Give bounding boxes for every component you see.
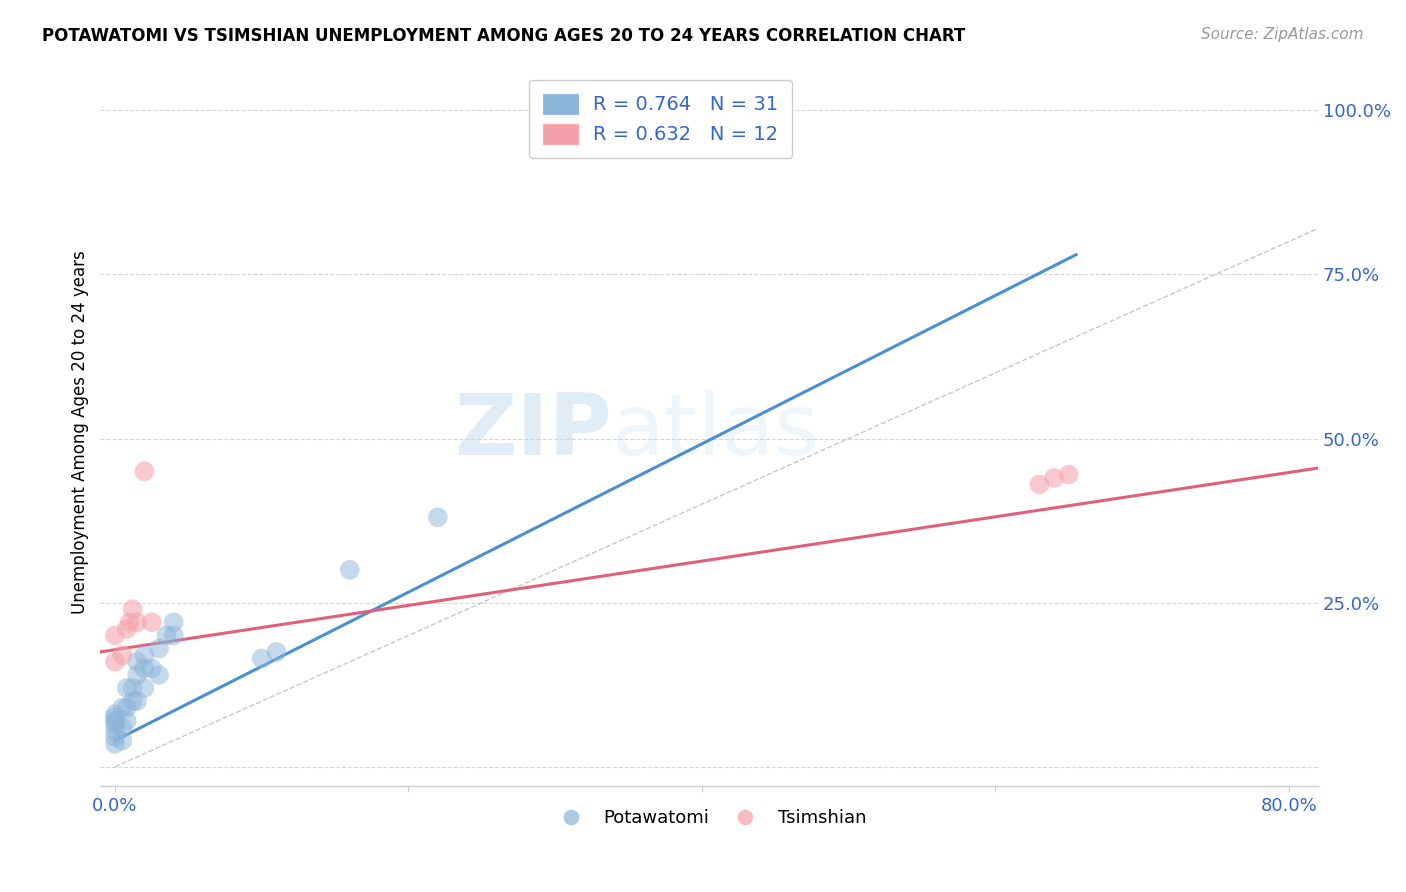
Point bbox=[155, 628, 177, 642]
Point bbox=[111, 720, 134, 734]
Point bbox=[266, 645, 288, 659]
Text: atlas: atlas bbox=[612, 391, 820, 474]
Point bbox=[121, 694, 143, 708]
Point bbox=[339, 563, 361, 577]
Point bbox=[111, 648, 134, 663]
Point bbox=[104, 723, 127, 738]
Point bbox=[125, 615, 148, 630]
Point bbox=[141, 661, 163, 675]
Point bbox=[111, 700, 134, 714]
Y-axis label: Unemployment Among Ages 20 to 24 years: Unemployment Among Ages 20 to 24 years bbox=[72, 250, 89, 614]
Text: ZIP: ZIP bbox=[454, 391, 612, 474]
Point bbox=[104, 628, 127, 642]
Point bbox=[134, 661, 156, 675]
Point bbox=[1028, 477, 1050, 491]
Point bbox=[426, 510, 449, 524]
Point bbox=[141, 615, 163, 630]
Point bbox=[148, 668, 170, 682]
Point bbox=[115, 714, 138, 728]
Point bbox=[104, 714, 127, 728]
Point bbox=[104, 710, 127, 724]
Point bbox=[125, 668, 148, 682]
Point bbox=[1043, 471, 1066, 485]
Point bbox=[125, 694, 148, 708]
Point bbox=[134, 681, 156, 695]
Point bbox=[111, 733, 134, 747]
Point bbox=[115, 681, 138, 695]
Point bbox=[104, 737, 127, 751]
Point bbox=[163, 615, 186, 630]
Point bbox=[104, 707, 127, 722]
Point bbox=[1057, 467, 1080, 482]
Legend: Potawatomi, Tsimshian: Potawatomi, Tsimshian bbox=[546, 802, 873, 834]
Point bbox=[121, 602, 143, 616]
Point bbox=[250, 651, 273, 665]
Point bbox=[163, 628, 186, 642]
Point bbox=[104, 731, 127, 745]
Point bbox=[134, 648, 156, 663]
Point bbox=[118, 615, 141, 630]
Point bbox=[115, 622, 138, 636]
Point bbox=[104, 655, 127, 669]
Point bbox=[121, 681, 143, 695]
Point bbox=[115, 700, 138, 714]
Text: Source: ZipAtlas.com: Source: ZipAtlas.com bbox=[1201, 27, 1364, 42]
Point bbox=[104, 717, 127, 731]
Point bbox=[148, 641, 170, 656]
Point bbox=[125, 655, 148, 669]
Text: POTAWATOMI VS TSIMSHIAN UNEMPLOYMENT AMONG AGES 20 TO 24 YEARS CORRELATION CHART: POTAWATOMI VS TSIMSHIAN UNEMPLOYMENT AMO… bbox=[42, 27, 966, 45]
Point bbox=[134, 464, 156, 478]
